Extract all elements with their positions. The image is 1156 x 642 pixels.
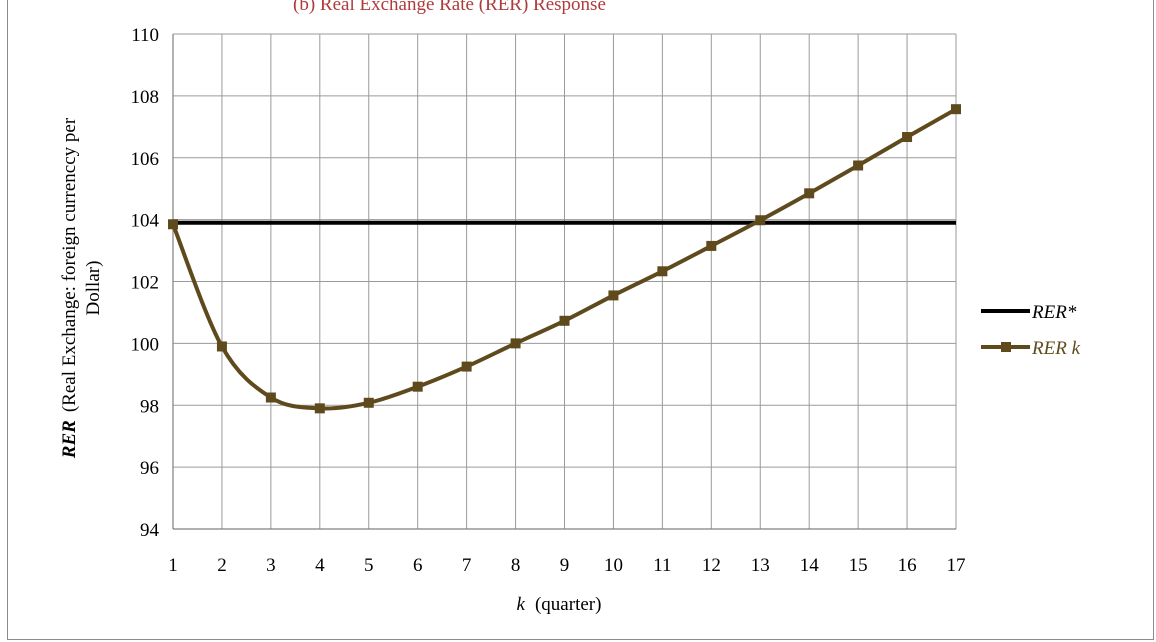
data-point (412, 381, 423, 392)
x-tick-label: 4 (315, 555, 325, 576)
series-line-rer-k (171, 107, 957, 411)
x-tick-label: 2 (217, 555, 227, 576)
data-point (755, 215, 766, 226)
x-tick-label: 3 (266, 555, 276, 576)
axis-layer (172, 34, 956, 530)
x-tick-label: 13 (751, 555, 770, 576)
y-tick-label: 106 (131, 149, 160, 170)
x-tick-label: 14 (800, 555, 820, 576)
y-tick-label: 100 (131, 334, 160, 355)
y-tick-label: 102 (131, 273, 160, 294)
x-tick-label: 16 (898, 555, 917, 576)
data-point (608, 290, 619, 301)
data-point (853, 160, 864, 171)
y-tick-labels: 94 96 98 100 102 104 106 108 110 (131, 25, 160, 541)
y-tick-label: 108 (131, 87, 160, 108)
chart-frame: (b) Real Exchange Rate (RER) Response 94… (7, 0, 1154, 640)
chart-svg: (b) Real Exchange Rate (RER) Response 94… (59, 0, 1081, 615)
y-tick-label: 98 (140, 396, 159, 417)
y-axis-variable: RER (59, 420, 80, 459)
x-tick-label: 1 (168, 555, 178, 576)
x-axis-title: k (quarter) (517, 594, 602, 615)
data-point (951, 104, 961, 115)
data-point (510, 338, 521, 349)
x-axis-unit: (quarter) (535, 594, 601, 615)
x-tick-label: 12 (702, 555, 721, 576)
data-point (461, 361, 472, 372)
x-tick-labels: 1 2 3 4 5 6 7 8 9 10 11 12 13 14 15 16 17 (168, 555, 965, 576)
x-tick-label: 6 (413, 555, 423, 576)
data-point (265, 392, 276, 403)
series-layer (171, 107, 957, 411)
x-axis-variable: k (517, 594, 526, 615)
grid-layer (172, 33, 957, 530)
legend-item: RER k (981, 338, 1081, 359)
y-tick-label: 96 (140, 458, 159, 479)
data-point (363, 397, 374, 408)
data-point (706, 240, 717, 251)
legend-swatch-marker (1001, 342, 1011, 352)
y-tick-label: 110 (131, 25, 159, 46)
y-tick-label: 94 (140, 520, 160, 541)
data-point (559, 315, 570, 326)
y-axis-title: RER (Real Exchange: foreign currenccy per (59, 117, 80, 459)
y-axis-title-line2: Dollar) (83, 261, 104, 316)
chart-title: (b) Real Exchange Rate (RER) Response (293, 0, 606, 15)
data-point (314, 403, 325, 414)
x-tick-label: 9 (560, 555, 570, 576)
data-point (804, 188, 815, 199)
legend: RER* RER k (981, 302, 1081, 359)
x-tick-label: 7 (462, 555, 472, 576)
y-axis-label-line1: (Real Exchange: foreign currenccy per (59, 117, 80, 412)
x-tick-label: 15 (849, 555, 868, 576)
data-point (902, 132, 913, 143)
data-point (657, 266, 668, 277)
data-point (216, 341, 227, 352)
x-tick-label: 8 (511, 555, 521, 576)
x-tick-label: 17 (947, 555, 966, 576)
marker-layer (168, 104, 961, 414)
legend-label: RER* (1031, 302, 1077, 323)
x-tick-label: 5 (364, 555, 374, 576)
y-tick-label: 104 (131, 211, 160, 232)
legend-item: RER* (981, 302, 1077, 323)
legend-label: RER k (1031, 338, 1081, 359)
x-tick-label: 10 (604, 555, 623, 576)
x-tick-label: 11 (653, 555, 671, 576)
data-point (168, 219, 178, 230)
